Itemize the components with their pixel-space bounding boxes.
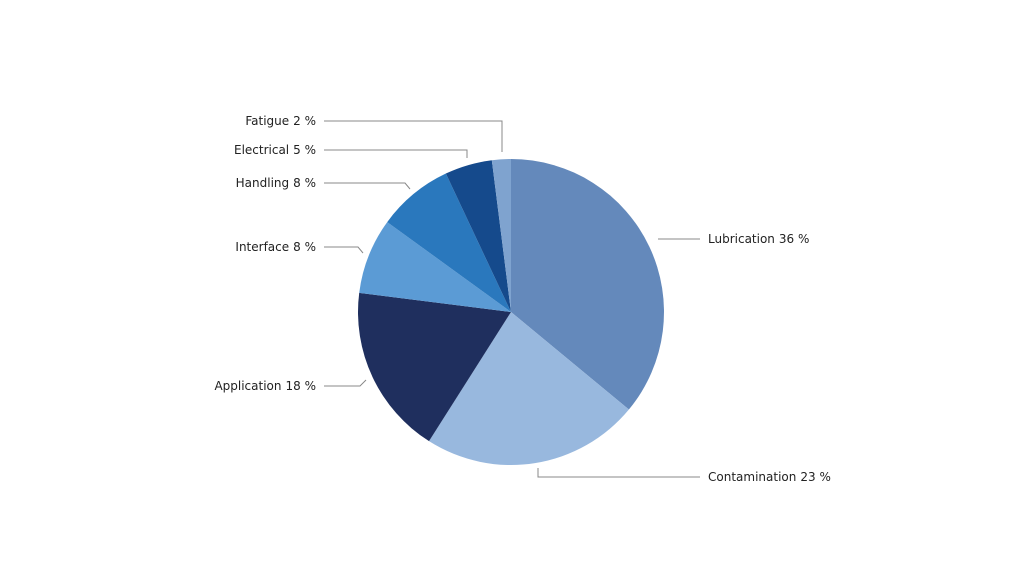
- value-label: 8 %: [293, 176, 316, 190]
- value-label: 2 %: [293, 114, 316, 128]
- value-label: 18 %: [286, 379, 317, 393]
- leader-line: [324, 182, 411, 190]
- slice-label: Interface 8 %: [235, 240, 316, 254]
- category-label: Contamination: [708, 470, 796, 484]
- leader-line: [324, 149, 468, 158]
- value-label: 23 %: [800, 470, 831, 484]
- leader-line: [324, 246, 364, 254]
- category-label: Electrical: [234, 143, 289, 157]
- value-label: 8 %: [293, 240, 316, 254]
- category-label: Lubrication: [708, 232, 775, 246]
- category-label: Handling: [236, 176, 290, 190]
- pie-slice: [429, 312, 629, 465]
- pie-slice: [359, 222, 511, 312]
- leader-line: [324, 120, 503, 152]
- leader-line: [537, 468, 700, 478]
- slice-label: Lubrication 36 %: [708, 232, 809, 246]
- slice-label: Fatigue 2 %: [245, 114, 316, 128]
- pie-slice: [387, 173, 511, 312]
- value-label: 36 %: [779, 232, 810, 246]
- slice-label: Contamination 23 %: [708, 470, 831, 484]
- value-label: 5 %: [293, 143, 316, 157]
- category-label: Fatigue: [245, 114, 289, 128]
- slice-label: Electrical 5 %: [234, 143, 316, 157]
- leader-line: [324, 379, 367, 387]
- pie-slice: [445, 160, 511, 312]
- category-label: Application: [214, 379, 281, 393]
- pie-slice: [358, 292, 511, 442]
- pie-slice: [511, 159, 665, 410]
- slice-label: Handling 8 %: [236, 176, 316, 190]
- category-label: Interface: [235, 240, 289, 254]
- pie-slice: [491, 159, 511, 312]
- slice-label: Application 18 %: [214, 379, 316, 393]
